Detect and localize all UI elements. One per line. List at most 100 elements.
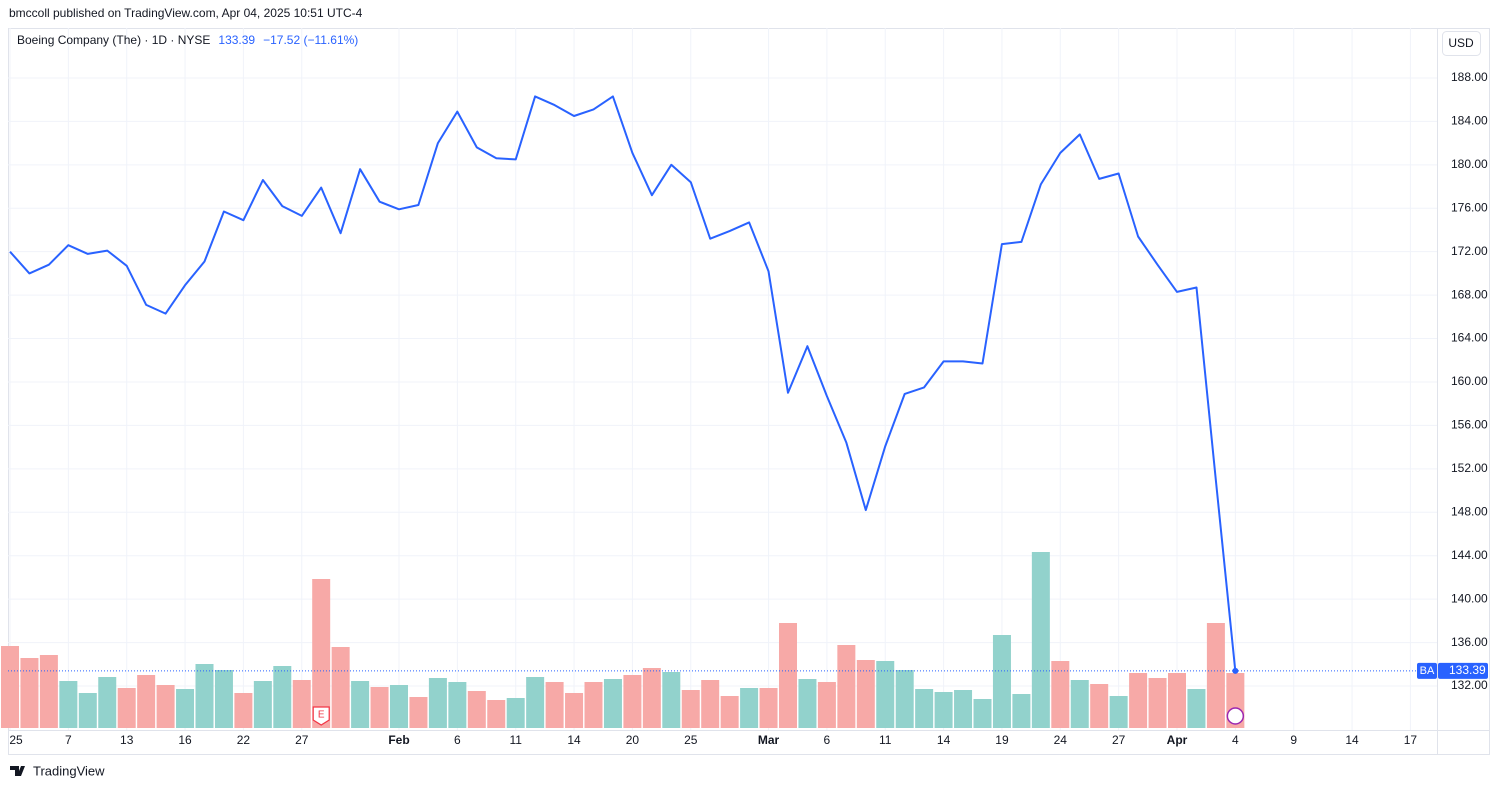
volume-bar bbox=[78, 693, 97, 728]
volume-bar bbox=[992, 635, 1011, 728]
volume-bar bbox=[312, 579, 331, 728]
y-tick-label: 176.00 bbox=[1451, 200, 1488, 214]
volume-bar bbox=[409, 697, 428, 728]
volume-bar bbox=[1012, 694, 1031, 728]
volume-bar bbox=[973, 699, 992, 728]
volume-bar bbox=[817, 682, 836, 728]
volume-bar bbox=[331, 647, 350, 728]
x-tick-label: 20 bbox=[626, 733, 640, 747]
price-badge bbox=[1438, 662, 1488, 679]
x-tick-label: Apr bbox=[1167, 733, 1188, 747]
x-tick-label: 6 bbox=[454, 733, 461, 747]
volume-bar bbox=[448, 682, 467, 728]
currency-box[interactable] bbox=[1442, 31, 1481, 56]
volume-bar bbox=[390, 685, 408, 728]
x-tick-label: 27 bbox=[1112, 733, 1126, 747]
y-tick-label: 152.00 bbox=[1451, 461, 1488, 475]
y-tick-label: 172.00 bbox=[1451, 244, 1488, 258]
currency-label[interactable]: USD bbox=[1448, 36, 1474, 50]
y-tick-label: 184.00 bbox=[1451, 114, 1488, 128]
volume-bar bbox=[137, 675, 156, 728]
volume-bar bbox=[895, 670, 914, 728]
y-tick-label: 140.00 bbox=[1451, 591, 1488, 605]
symbol-label: BA bbox=[1420, 665, 1435, 677]
volume-bar bbox=[856, 660, 875, 728]
x-tick-label: 17 bbox=[1404, 733, 1418, 747]
x-tick-label: 19 bbox=[995, 733, 1009, 747]
y-tick-label: 148.00 bbox=[1451, 504, 1488, 518]
volume-bar bbox=[740, 688, 759, 728]
volume-bar bbox=[1109, 696, 1128, 728]
volume-bar bbox=[662, 672, 681, 728]
publish-header: bmccoll published on TradingView.com, Ap… bbox=[9, 6, 363, 20]
volume-bar bbox=[623, 675, 642, 728]
x-tick-label: 27 bbox=[295, 733, 309, 747]
footer-brand: TradingView bbox=[33, 763, 105, 778]
volume-bar bbox=[603, 679, 622, 728]
y-tick-label: 160.00 bbox=[1451, 374, 1488, 388]
volume-bar bbox=[59, 681, 78, 728]
y-tick-label: 164.00 bbox=[1451, 331, 1488, 345]
volume-bar bbox=[1148, 678, 1167, 728]
x-tick-label: 25 bbox=[9, 733, 23, 747]
volume-bar bbox=[642, 668, 661, 728]
x-tick-label: Mar bbox=[758, 733, 780, 747]
y-tick-label: 136.00 bbox=[1451, 635, 1488, 649]
volume-bar bbox=[1051, 661, 1070, 728]
volume-bar bbox=[39, 655, 58, 728]
volume-bar bbox=[1168, 673, 1186, 728]
tradingview-logo bbox=[10, 766, 25, 776]
earnings-badge[interactable] bbox=[312, 706, 330, 726]
volume-bar bbox=[1070, 680, 1089, 728]
volume-bar bbox=[681, 690, 700, 728]
volume-bar bbox=[1129, 673, 1148, 728]
event-icon[interactable] bbox=[1226, 707, 1245, 725]
volume-bar bbox=[915, 689, 934, 728]
volume-bar bbox=[370, 687, 389, 728]
volume-bar bbox=[934, 692, 953, 728]
volume-bar bbox=[273, 666, 292, 728]
x-tick-label: 14 bbox=[937, 733, 951, 747]
volume-bar bbox=[487, 700, 506, 728]
volume-bar bbox=[1090, 684, 1109, 728]
volume-bar bbox=[176, 689, 195, 728]
volume-bar bbox=[701, 680, 720, 728]
volume-bar bbox=[20, 658, 39, 728]
volume-bar bbox=[798, 679, 817, 728]
x-tick-label: 11 bbox=[879, 733, 892, 747]
x-tick-label: 24 bbox=[1054, 733, 1068, 747]
volume-bar bbox=[214, 670, 233, 728]
price-axis-label: 133.39 bbox=[1449, 663, 1486, 677]
earnings-label[interactable]: E bbox=[318, 710, 325, 721]
x-tick-label: 14 bbox=[1345, 733, 1359, 747]
volume-bar bbox=[156, 685, 175, 728]
last-point bbox=[1232, 667, 1239, 674]
volume-bar bbox=[1187, 689, 1206, 728]
volume-bar bbox=[292, 680, 311, 728]
x-tick-label: 11 bbox=[509, 733, 522, 747]
legend-price: 133.39 bbox=[218, 33, 255, 47]
volume-bar bbox=[954, 690, 973, 728]
legend-change: −17.52 (−11.61%) bbox=[263, 33, 358, 47]
volume-bar bbox=[506, 698, 525, 728]
volume-bar bbox=[428, 678, 447, 728]
y-tick-label: 132.00 bbox=[1451, 678, 1488, 692]
x-tick-label: 9 bbox=[1290, 733, 1297, 747]
volume-bar bbox=[253, 681, 272, 728]
volume-bar bbox=[584, 682, 603, 728]
symbol-badge bbox=[1417, 662, 1437, 679]
x-tick-label: 6 bbox=[824, 733, 831, 747]
volume-bar bbox=[1, 646, 19, 728]
x-tick-label: 4 bbox=[1232, 733, 1239, 747]
chart-frame bbox=[8, 28, 1490, 755]
volume-bar bbox=[876, 661, 895, 728]
volume-bar bbox=[351, 681, 370, 728]
volume-bar bbox=[759, 688, 778, 728]
volume-bar bbox=[117, 688, 136, 728]
volume-bar bbox=[98, 677, 117, 728]
volume-bar bbox=[526, 677, 545, 728]
price-pane bbox=[8, 95, 1437, 674]
y-tick-label: 188.00 bbox=[1451, 70, 1488, 84]
